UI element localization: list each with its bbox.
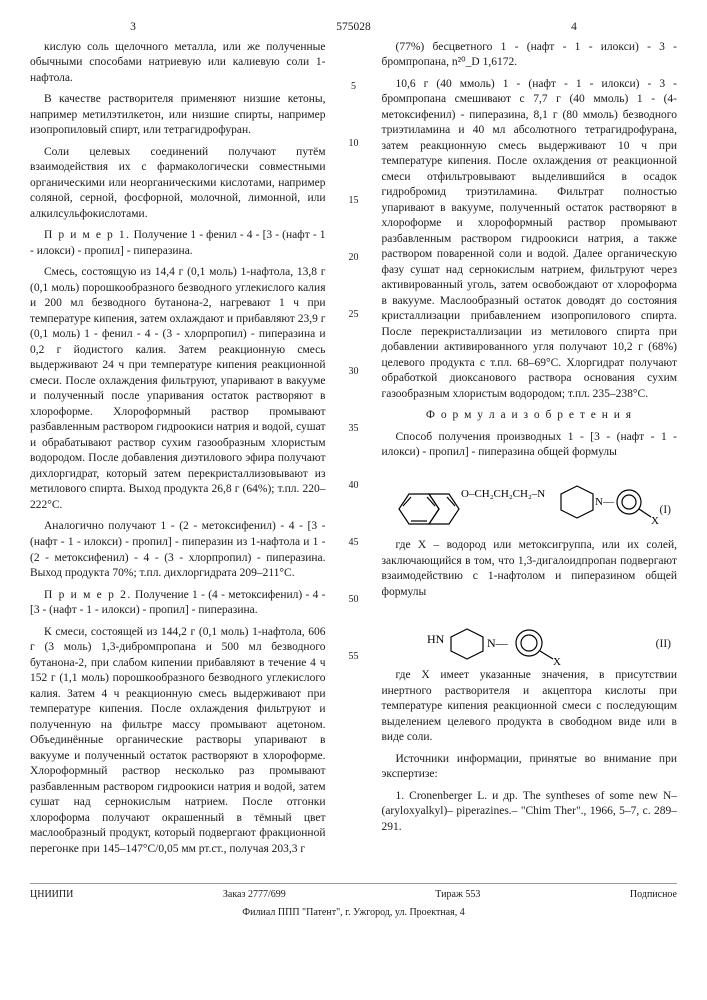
line-num: 35: [346, 422, 362, 436]
svg-text:HN: HN: [427, 632, 445, 646]
example-label: П р и м е р 2.: [44, 589, 132, 601]
footer-cniipi: ЦНИИПИ: [30, 888, 73, 902]
text-columns: кислую соль щелочного металла, или же по…: [30, 40, 677, 864]
line-num: 55: [346, 650, 362, 664]
footer-row: ЦНИИПИ Заказ 2777/699 Тираж 553 Подписно…: [30, 883, 677, 902]
line-num: 5: [346, 80, 362, 94]
svg-text:N—: N—: [595, 496, 615, 508]
claims-heading: Ф о р м у л а и з о б р е т е н и я: [382, 408, 678, 424]
para: В качестве растворителя применяют низшие…: [30, 92, 326, 139]
svg-text:O–CH₂CH₂CH₂–N: O–CH₂CH₂CH₂–N: [461, 488, 545, 500]
line-num: 15: [346, 194, 362, 208]
left-column: кислую соль щелочного металла, или же по…: [30, 40, 326, 864]
right-page-num: 4: [571, 20, 577, 36]
chemical-formula-2: HN N— X (II): [382, 609, 678, 669]
svg-text:X: X: [651, 515, 659, 527]
para: Соли целевых соединений получают путём в…: [30, 145, 326, 223]
page-numbers: 3 575028 4: [30, 20, 677, 36]
para: Смесь, состоящую из 14,4 г (0,1 моль) 1-…: [30, 265, 326, 513]
line-number-gutter: 5 10 15 20 25 30 35 40 45 50 55: [346, 40, 362, 864]
para: кислую соль щелочного металла, или же по…: [30, 40, 326, 87]
para: (77%) бесцветного 1 - (нафт - 1 - илокси…: [382, 40, 678, 71]
formula-1-label: (I): [382, 503, 672, 519]
example-label: П р и м е р 1.: [44, 229, 131, 241]
patent-number: 575028: [336, 20, 371, 36]
footer-order: Заказ 2777/699: [223, 888, 286, 902]
para: Аналогично получают 1 - (2 - метоксифени…: [30, 519, 326, 581]
para: П р и м е р 2. Получение 1 - (4 - метокс…: [30, 588, 326, 619]
right-column: (77%) бесцветного 1 - (нафт - 1 - илокси…: [382, 40, 678, 864]
sources-heading: Источники информации, принятые во вниман…: [382, 752, 678, 783]
para: К смеси, состоящей из 144,2 г (0,1 моль)…: [30, 625, 326, 858]
footer-subscription: Подписное: [630, 888, 677, 902]
line-num: 10: [346, 137, 362, 151]
line-num: 20: [346, 251, 362, 265]
line-num: 25: [346, 308, 362, 322]
footer-address: Филиал ППП "Патент", г. Ужгород, ул. Про…: [30, 906, 677, 920]
footer-tirage: Тираж 553: [435, 888, 480, 902]
para: П р и м е р 1. Получение 1 - фенил - 4 -…: [30, 228, 326, 259]
left-page-num: 3: [130, 20, 136, 36]
para: где X имеет указанные значения, в присут…: [382, 668, 678, 746]
para: 10,6 г (40 ммоль) 1 - (нафт - 1 - илокси…: [382, 77, 678, 403]
line-num: 50: [346, 593, 362, 607]
svg-text:N—: N—: [487, 636, 509, 650]
line-num: 30: [346, 365, 362, 379]
line-num: 40: [346, 479, 362, 493]
para: Способ получения производных 1 - [3 - (н…: [382, 430, 678, 461]
para: где X – водород или метоксигруппа, или и…: [382, 538, 678, 600]
svg-text:X: X: [553, 656, 561, 668]
source-item: 1. Cronenberger L. и др. The syntheses o…: [382, 789, 678, 836]
line-num: 45: [346, 536, 362, 550]
chemical-formula-1: O–CH₂CH₂CH₂–N N— X (I): [382, 469, 678, 539]
